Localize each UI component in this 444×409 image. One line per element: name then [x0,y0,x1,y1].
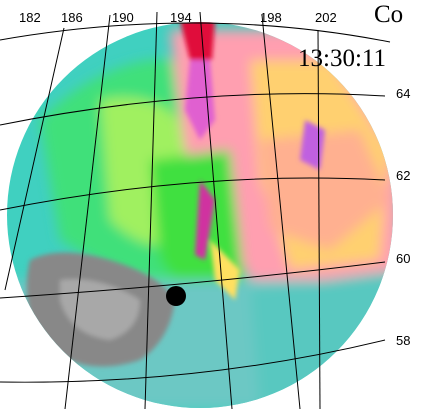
latitude-label: 64 [396,86,410,101]
longitude-label: 198 [260,10,282,25]
longitude-label: 194 [170,10,192,25]
latitude-label: 60 [396,251,410,266]
time: 13:30:11 [298,45,386,72]
sky-map: Co 13:30:11 182 186 190 194 198 202 64 6… [0,0,444,409]
longitude-label: 186 [61,10,83,25]
page: {"title": "Co", "time": "13:30:11", "lon… [0,0,444,409]
longitude-label: 202 [315,10,337,25]
longitude-label: 190 [112,10,134,25]
station-marker [166,286,186,306]
longitude-label: 182 [19,10,41,25]
latitude-label: 62 [396,168,410,183]
latitude-label: 58 [396,333,410,348]
title: Co [374,1,403,28]
